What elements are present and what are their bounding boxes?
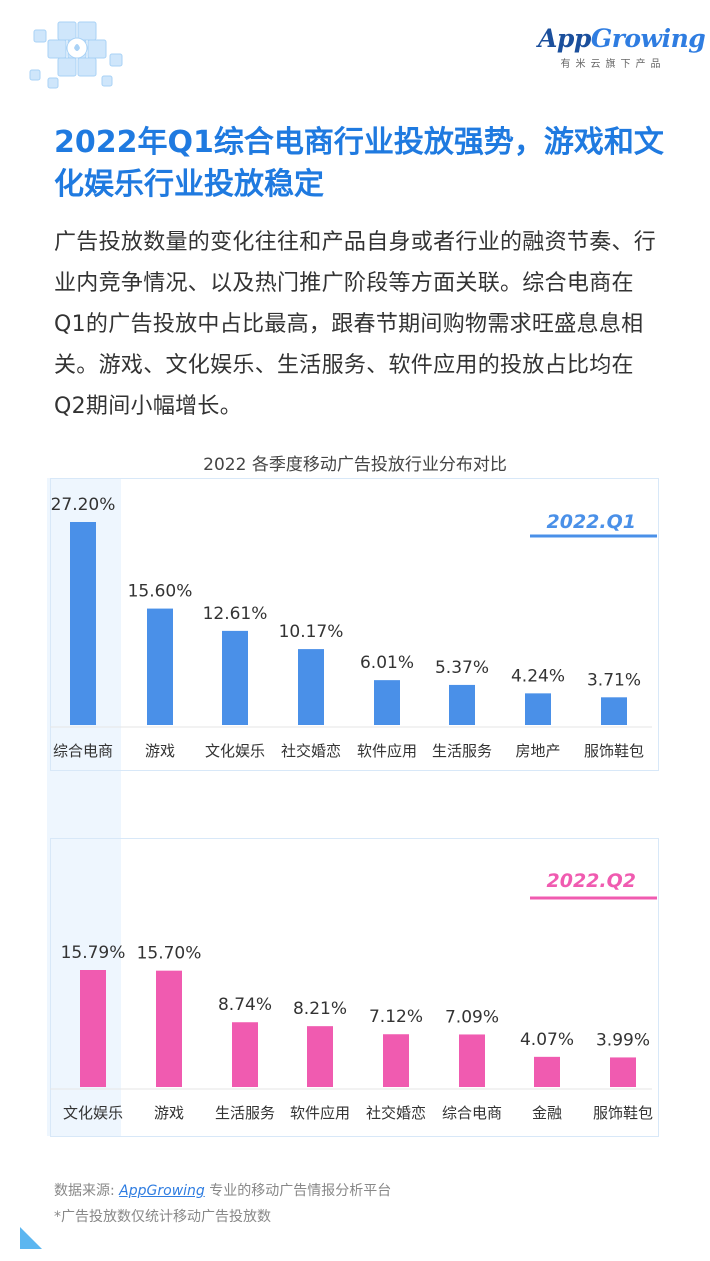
source-link[interactable]: AppGrowing — [119, 1183, 205, 1199]
category-label-q1-4: 软件应用 — [357, 742, 417, 760]
footnote: *广告投放数仅统计移动广告投放数 — [54, 1209, 271, 1225]
data-label-q2-5: 7.09% — [445, 1007, 499, 1027]
category-label-q1-2: 文化娱乐 — [205, 742, 265, 760]
category-label-q2-7: 服饰鞋包 — [593, 1104, 653, 1122]
chart-panel-q2 — [50, 838, 659, 1137]
category-label-q1-1: 游戏 — [145, 742, 175, 760]
bar-q1-5 — [449, 684, 475, 725]
source-label: 数据来源: — [54, 1183, 120, 1199]
bar-q1-3 — [298, 649, 324, 725]
footer: 数据来源: AppGrowing 专业的移动广告情报分析平台 *广告投放数仅统计… — [54, 1178, 391, 1230]
bar-q1-1 — [147, 608, 173, 725]
data-label-q1-0: 27.20% — [51, 495, 116, 515]
data-label-q1-2: 12.61% — [203, 604, 268, 624]
category-label-q1-5: 生活服务 — [432, 742, 492, 760]
data-label-q2-4: 7.12% — [369, 1007, 423, 1027]
bar-q2-4 — [383, 1034, 409, 1087]
bar-q2-1 — [156, 970, 182, 1087]
corner-triangle-decoration — [20, 1227, 42, 1249]
chart-title: 2022 各季度移动广告投放行业分布对比 — [203, 455, 507, 475]
data-label-q2-2: 8.74% — [218, 995, 272, 1015]
category-label-q2-0: 文化娱乐 — [63, 1104, 123, 1122]
category-label-q2-1: 游戏 — [154, 1104, 184, 1122]
bar-q2-2 — [232, 1022, 258, 1087]
decorative-cubes-illustration — [29, 21, 123, 89]
category-label-q2-3: 软件应用 — [290, 1104, 350, 1122]
data-label-q1-3: 10.17% — [279, 622, 344, 642]
category-label-q2-4: 社交婚恋 — [366, 1104, 426, 1122]
bar-q1-2 — [222, 630, 248, 725]
legend-series-name-q1: 2022.Q1 — [547, 511, 636, 533]
data-label-q2-3: 8.21% — [293, 999, 347, 1019]
logo-tagline: 有米云旗下产品 — [560, 59, 666, 70]
legend-series-name-q2: 2022.Q2 — [547, 870, 636, 892]
bar-q1-6 — [525, 693, 551, 725]
bar-q1-4 — [374, 680, 400, 725]
logo-wordmark: AppGrowing — [538, 24, 706, 53]
data-label-q1-5: 5.37% — [435, 658, 489, 678]
category-label-q2-5: 综合电商 — [442, 1104, 502, 1122]
category-label-q2-6: 金融 — [532, 1104, 562, 1122]
source-description: 专业的移动广告情报分析平台 — [204, 1183, 392, 1199]
category-label-q1-3: 社交婚恋 — [281, 742, 341, 760]
chart-panel-q1 — [50, 478, 659, 771]
data-label-q1-4: 6.01% — [360, 653, 414, 673]
bar-q2-0 — [80, 970, 106, 1087]
bar-q1-0 — [70, 522, 96, 725]
appgrowing-logo: AppGrowing 有米云旗下产品 — [538, 24, 706, 70]
bar-q2-6 — [534, 1056, 560, 1087]
category-label-q1-7: 服饰鞋包 — [584, 742, 644, 760]
category-label-q2-2: 生活服务 — [215, 1104, 275, 1122]
data-label-q1-7: 3.71% — [587, 670, 641, 690]
data-source-line: 数据来源: AppGrowing 专业的移动广告情报分析平台 — [54, 1178, 391, 1204]
data-label-q2-6: 4.07% — [520, 1030, 574, 1050]
bar-q1-7 — [601, 697, 627, 725]
data-label-q2-1: 15.70% — [137, 944, 202, 964]
category-label-q1-6: 房地产 — [515, 742, 560, 760]
data-label-q1-1: 15.60% — [128, 582, 193, 602]
data-label-q2-7: 3.99% — [596, 1030, 650, 1050]
page-title: 2022年Q1综合电商行业投放强势，游戏和文化娱乐行业投放稳定 — [54, 125, 664, 202]
category-label-q1-0: 综合电商 — [53, 742, 113, 760]
bar-q2-5 — [459, 1034, 485, 1087]
data-label-q1-6: 4.24% — [511, 666, 565, 686]
intro-paragraph: 广告投放数量的变化往往和产品自身或者行业的融资节奏、行业内竞争情况、以及热门推广… — [54, 230, 657, 419]
bar-q2-3 — [307, 1026, 333, 1087]
bar-q2-7 — [610, 1057, 636, 1087]
data-label-q2-0: 15.79% — [61, 943, 126, 963]
